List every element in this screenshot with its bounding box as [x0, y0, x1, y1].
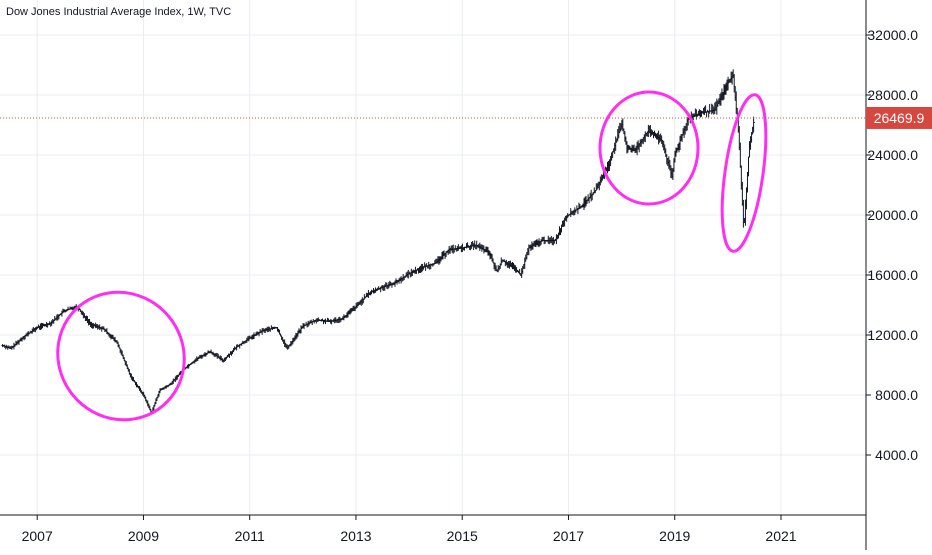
- x-tick-label: 2017: [553, 528, 584, 544]
- annotation-circle[interactable]: [32, 266, 211, 445]
- y-tick-label: 12000.0: [867, 327, 918, 343]
- y-tick-label: 8000.0: [875, 387, 918, 403]
- x-tick-label: 2009: [128, 528, 159, 544]
- last-price-label: 26469.9: [874, 110, 925, 126]
- x-tick-label: 2007: [22, 528, 53, 544]
- y-tick-label: 16000.0: [867, 267, 918, 283]
- y-tick-label: 32000.0: [867, 27, 918, 43]
- y-tick-label: 20000.0: [867, 207, 918, 223]
- x-tick-label: 2015: [447, 528, 478, 544]
- x-tick-label: 2011: [235, 528, 265, 544]
- annotation-circle[interactable]: [714, 92, 774, 254]
- price-series: [1, 69, 755, 414]
- x-tick-label: 2019: [659, 528, 690, 544]
- x-tick-label: 2021: [765, 528, 796, 544]
- annotation-circle[interactable]: [598, 90, 700, 206]
- x-tick-label: 2013: [340, 528, 371, 544]
- y-tick-label: 28000.0: [867, 87, 918, 103]
- last-price-badge: [866, 106, 932, 129]
- y-tick-label: 24000.0: [867, 147, 918, 163]
- chart-title: Dow Jones Industrial Average Index, 1W, …: [6, 6, 232, 18]
- y-tick-label: 4000.0: [875, 447, 918, 463]
- grid-layer: [0, 0, 866, 515]
- annotation-layer: [32, 90, 774, 445]
